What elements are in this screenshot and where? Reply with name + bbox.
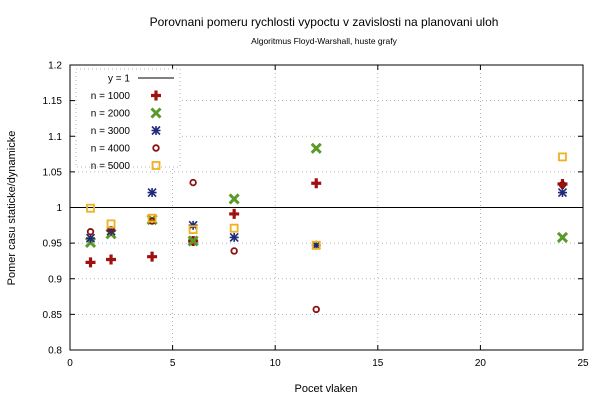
data-point [147,251,158,262]
data-point [311,178,322,189]
x-tick-label: 25 [577,358,589,369]
chart-subtitle: Algoritmus Floyd-Warshall, huste grafy [251,36,397,46]
y-tick-label: 0.9 [48,274,62,285]
series-2-points [84,142,569,248]
circle-marker-shape [86,228,95,236]
data-point [556,231,569,243]
x-tick-label: 15 [372,358,384,369]
data-point [229,223,239,233]
data-point [311,240,321,250]
plus-marker-shape [85,257,96,268]
chart-title: Porovnani pomeru rychlosti vypoctu v zav… [150,15,499,29]
square-marker-shape [558,152,567,162]
data-point [229,232,239,242]
cross-marker-shape [556,231,569,243]
legend-box [75,68,181,168]
square-marker-shape [188,225,198,234]
star-marker-shape [229,232,239,242]
circle-marker-shape [312,305,320,314]
data-point [106,219,116,229]
data-point [147,187,157,198]
data-point [310,142,322,154]
circle-marker-shape [189,178,197,187]
y-tick-label: 0.8 [48,346,62,357]
x-axis-label: Pocet vlaken [295,383,358,395]
legend-label: n = 2000 [91,109,131,120]
square-marker-shape [147,213,157,223]
circle-marker-shape [558,180,567,189]
cross-marker-shape [187,235,199,247]
plus-marker-shape [147,251,158,262]
star-marker-shape [85,233,96,243]
data-point [187,235,199,247]
data-point [311,240,321,250]
data-point [557,187,568,198]
square-marker-shape [311,240,321,250]
data-point [558,180,567,189]
x-tick-label: 5 [170,358,176,369]
square-marker-shape [151,161,161,170]
circle-marker-shape [152,144,160,152]
legend-marker [151,90,161,101]
axis-ticks: 0 5 10 15 20 25 0.8 0.85 0.9 0.95 1 1.05 1.1 1.15 1.2 [43,61,589,370]
data-point [228,193,240,205]
cross-marker-shape [150,107,162,119]
legend-marker [152,144,160,152]
square-marker-shape [106,219,116,229]
plus-marker-shape [311,178,322,189]
y-tick-label: 1 [56,203,62,214]
star-marker-shape [311,240,321,250]
plus-marker-shape [151,90,161,101]
star-marker-shape [106,226,116,236]
circle-marker-shape [230,247,238,255]
data-point [188,225,198,234]
y-tick-label: 1.2 [48,61,62,72]
series-5-points [86,152,567,250]
legend-marker [150,107,162,119]
legend-marker [151,161,161,170]
cross-marker-shape [228,193,240,205]
square-marker-shape [86,203,95,213]
cross-marker-shape [310,142,322,154]
data-point [106,254,117,265]
data-points [84,142,569,314]
y-tick-label: 1.1 [48,132,62,143]
legend-label: y = 1 [108,74,130,85]
legend-label: n = 1000 [91,91,131,102]
data-point [189,178,197,187]
data-point [85,233,96,243]
series-4-points [86,178,567,314]
data-point [86,203,95,213]
y-tick-label: 1.05 [43,167,63,178]
data-point [230,247,238,255]
data-point [147,213,157,223]
legend-marker [151,125,161,136]
square-marker-shape [229,223,239,233]
data-point [86,228,95,236]
data-point [85,257,96,268]
y-tick-label: 0.95 [43,239,63,250]
legend-label: n = 4000 [91,144,131,155]
data-point [312,305,320,314]
legend-label: n = 5000 [91,161,131,172]
data-point [558,152,567,162]
legend: y = 1 n = 1000 n = 2000 n = 3000 n = 4000 n =… [75,68,181,172]
legend-label: n = 3000 [91,126,131,137]
series-3-points [85,187,568,250]
star-marker-shape [557,187,568,198]
x-tick-label: 10 [270,358,282,369]
y-tick-label: 0.85 [43,310,63,321]
y-axis-label: Pomer casu staticke/dynamicke [6,131,18,286]
series-1-points [85,178,568,268]
data-point [106,226,116,236]
plus-marker-shape [106,254,117,265]
star-marker-shape [151,125,161,136]
star-marker-shape [147,187,157,198]
x-tick-label: 0 [67,358,73,369]
y-tick-label: 1.15 [43,96,63,107]
data-point [229,208,240,219]
x-tick-label: 20 [475,358,487,369]
plus-marker-shape [229,208,240,219]
